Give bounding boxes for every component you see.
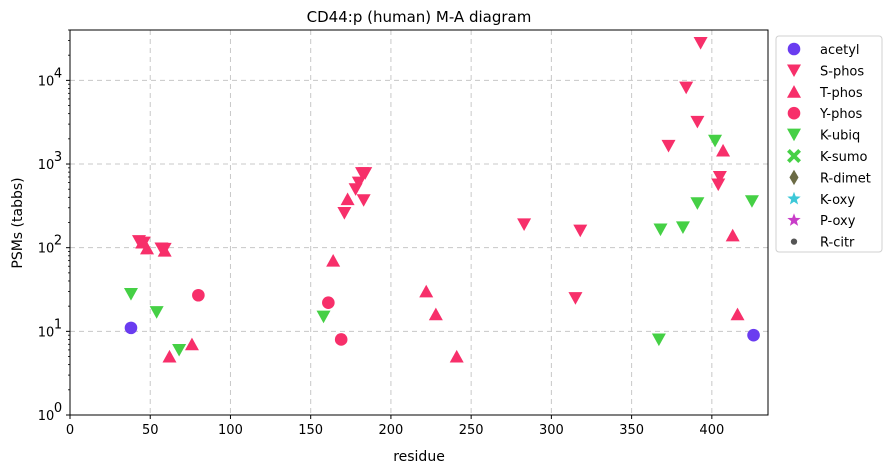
data-point-k-ubiq	[149, 306, 164, 319]
data-point-acetyl	[124, 321, 138, 335]
y-tick-exponent: 4	[54, 66, 62, 81]
data-point-k-ubiq	[690, 197, 705, 210]
data-point-t-phos	[140, 241, 155, 255]
data-point-k-ubiq	[708, 134, 723, 148]
data-point-s-phos	[661, 139, 676, 153]
legend-label-k-sumo: K-sumo	[820, 150, 868, 165]
y-tick-label: 10	[38, 242, 55, 257]
data-point-s-phos	[568, 292, 583, 305]
legend-marker-r-citr	[790, 238, 798, 245]
data-point-t-phos	[716, 143, 731, 157]
data-point-k-ubiq	[123, 287, 138, 301]
data-point-s-phos	[693, 37, 708, 50]
legend-label-acetyl: acetyl	[820, 43, 860, 58]
x-tick-label: 250	[459, 423, 484, 438]
data-point-t-phos	[730, 307, 745, 321]
y-tick-exponent: 1	[54, 317, 62, 332]
grid	[70, 30, 768, 415]
legend-marker-acetyl	[787, 42, 801, 56]
data-point-t-phos	[340, 192, 355, 206]
data-point-s-phos	[712, 171, 727, 184]
data-point-s-phos	[337, 207, 352, 220]
y-tick-exponent: 2	[54, 234, 62, 249]
plot-frame	[69, 29, 769, 416]
y-tick-label: 10	[38, 409, 55, 424]
legend-label-k-ubiq: K-ubiq	[820, 129, 860, 144]
data-point-s-phos	[711, 178, 726, 192]
y-tick-exponent: 3	[54, 150, 62, 165]
x-tick-label: 100	[218, 423, 243, 438]
legend-label-r-dimet: R-dimet	[820, 171, 871, 186]
legend-label-r-citr: R-citr	[820, 236, 855, 251]
y-tick-label: 10	[38, 325, 55, 340]
legend-label-t-phos: T-phos	[819, 86, 863, 101]
legend-marker-s-phos	[787, 64, 801, 78]
data-point-t-phos	[184, 337, 199, 351]
data-points	[123, 37, 760, 363]
legend-label-p-oxy: P-oxy	[820, 214, 856, 229]
data-point-k-ubiq	[653, 223, 668, 237]
legend-marker-t-phos	[787, 85, 801, 98]
y-tick-label: 10	[38, 74, 55, 89]
x-tick-label: 400	[699, 423, 724, 438]
legend-marker-k-oxy	[787, 191, 801, 205]
data-point-s-phos	[573, 224, 588, 238]
x-tick-label: 300	[539, 423, 564, 438]
data-point-s-phos	[358, 167, 373, 180]
data-point-s-phos	[679, 81, 694, 95]
x-axis-title: residue	[393, 449, 445, 465]
data-point-t-phos	[162, 349, 177, 363]
x-tick-label: 0	[66, 423, 74, 438]
data-point-y-phos	[192, 288, 205, 302]
chart-title: CD44:p (human) M-A diagram	[307, 8, 532, 26]
data-point-t-phos	[157, 244, 172, 257]
data-point-s-phos	[690, 115, 705, 129]
x-tick-label: 350	[619, 423, 644, 438]
data-point-t-phos	[419, 284, 434, 298]
y-axis-title: PSMs (tabbs)	[10, 177, 26, 268]
legend-marker-p-oxy	[787, 213, 801, 226]
legend-marker-k-sumo	[787, 149, 801, 163]
y-tick-label: 10	[38, 158, 55, 173]
data-point-t-phos	[326, 253, 341, 267]
data-point-t-phos	[725, 228, 740, 242]
data-point-k-ubiq	[651, 333, 666, 347]
data-point-y-phos	[322, 296, 335, 309]
data-point-k-ubiq	[316, 310, 331, 324]
data-point-y-phos	[334, 333, 348, 346]
data-point-acetyl	[747, 328, 760, 342]
data-point-t-phos	[449, 349, 464, 363]
data-point-s-phos	[517, 218, 532, 232]
data-point-k-ubiq	[744, 195, 759, 208]
legend-label-y-phos: Y-phos	[819, 107, 863, 122]
data-point-k-ubiq	[675, 221, 690, 235]
data-point-s-phos	[351, 176, 366, 190]
data-point-t-phos	[428, 307, 443, 321]
y-tick-exponent: 0	[54, 401, 62, 416]
legend-label-k-oxy: K-oxy	[820, 193, 855, 208]
legend-marker-r-dimet	[789, 169, 799, 186]
legend-marker-k-ubiq	[787, 128, 801, 142]
legend-label-s-phos: S-phos	[820, 64, 864, 79]
legend: acetyl S-phos T-phos Y-phos K-ubiq K-sumo R-di…	[775, 35, 883, 253]
x-tick-label: 200	[379, 423, 404, 438]
legend-marker-y-phos	[787, 106, 801, 120]
data-point-s-phos	[356, 194, 371, 207]
data-point-k-ubiq	[172, 343, 187, 357]
x-tick-label: 150	[298, 423, 323, 438]
legend-box	[775, 35, 883, 253]
x-tick-label: 50	[142, 423, 159, 438]
